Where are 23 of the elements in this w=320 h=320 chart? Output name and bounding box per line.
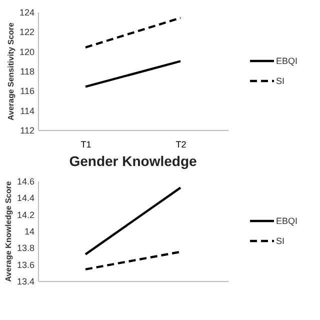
y-axis-title: Average Knowledge Score: [4, 180, 13, 282]
y-tick-label: 14: [24, 226, 34, 236]
y-tick-label: 14.2: [16, 210, 34, 220]
legend-label: EBQI: [276, 56, 298, 66]
y-tick-label: 120: [19, 46, 34, 57]
y-tick-label: 14.6: [16, 176, 34, 186]
y-tick-label: 13.4: [16, 276, 34, 286]
y-tick-label: 116: [20, 86, 34, 96]
y-tick-label: 124: [19, 8, 34, 18]
y-tick-label: 13.6: [16, 260, 34, 270]
y-tick-label: 118: [20, 66, 34, 76]
x-tick-label: T2: [176, 140, 186, 150]
x-tick-label: T1: [80, 140, 92, 150]
y-tick-label: 14.4: [16, 193, 34, 204]
legend-label: SI: [276, 236, 285, 246]
y-tick-label: 122: [19, 27, 34, 38]
y-tick-label: 114: [20, 106, 34, 116]
y-tick-label: 112: [20, 126, 34, 136]
legend-label: EBQI: [276, 216, 298, 226]
y-tick-label: 13.8: [16, 243, 34, 254]
legend-label: SI: [276, 76, 285, 86]
y-axis-title: Average Sensitivity Score: [6, 22, 16, 120]
chart-title: Gender Knowledge: [69, 153, 197, 169]
